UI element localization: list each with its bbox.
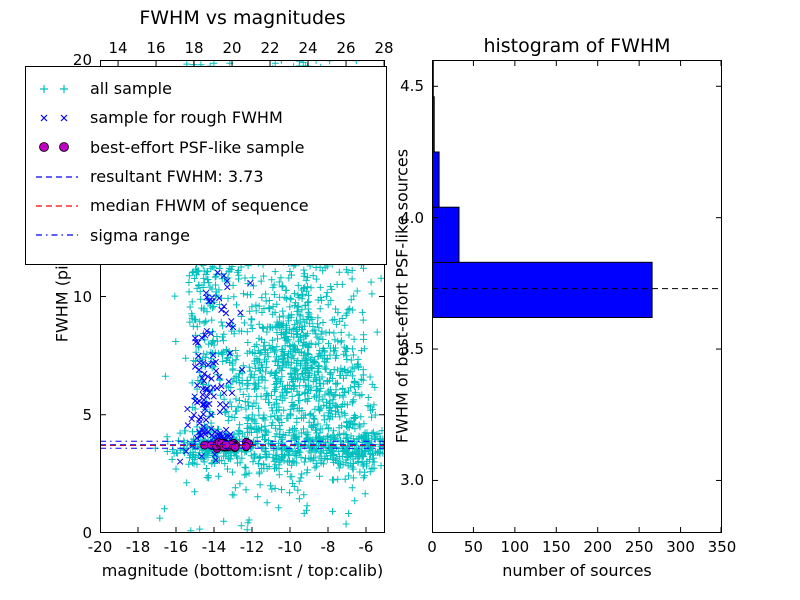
right-x-tick-label: 300: [666, 538, 695, 556]
right-x-tick-label: 200: [583, 538, 613, 556]
right-x-tick-label: 0: [427, 538, 437, 556]
right-y-tick-label: 4.5: [400, 77, 424, 96]
left-top-tick-label: 16: [146, 39, 166, 57]
histogram-bar: [432, 261, 653, 319]
right-y-tick-label: 3.0: [400, 471, 424, 490]
legend-label: resultant FWHM: 3.73: [90, 167, 264, 187]
left-top-tick-label: 28: [374, 39, 394, 57]
right-y-tick-label: 4.0: [400, 208, 424, 227]
right-y-axis-label: FWHM of best-effort PSF-like sources: [392, 148, 412, 444]
right-x-tick-label: 50: [463, 538, 483, 556]
left-top-tick-label: 22: [260, 39, 280, 57]
left-x-tick-label: -12: [239, 538, 265, 556]
legend-item: sample for rough FWHM: [34, 103, 380, 132]
right-x-tick-label: 250: [624, 538, 654, 556]
left-y-tick-label: 20: [72, 51, 92, 69]
legend-label: all sample: [90, 79, 172, 99]
legend-label: sigma range: [90, 225, 190, 245]
legend-item: best-effort PSF-like sample: [34, 133, 380, 162]
left-top-tick-label: 14: [108, 39, 128, 57]
left-x-tick-label: -10: [277, 538, 303, 556]
legend-label: median FHWM of sequence: [90, 196, 309, 216]
right-x-axis-label: number of sources: [502, 561, 652, 580]
dashed-legend-marker: [36, 175, 78, 178]
left-top-tick-label: 18: [184, 39, 204, 57]
right-x-tick-label: 350: [707, 538, 737, 556]
histogram-plot-canvas: [432, 60, 722, 533]
legend-item: resultant FWHM: 3.73: [34, 162, 380, 191]
left-y-tick-label: 5: [82, 405, 92, 424]
legend-label: sample for rough FWHM: [90, 108, 283, 128]
left-top-tick-label: 24: [298, 39, 318, 57]
legend: all sample sample for rough FWHM best-effo…: [25, 66, 387, 265]
x-legend-marker: [40, 114, 68, 122]
left-x-tick-label: -16: [163, 538, 189, 556]
left-y-tick-label: 0: [82, 524, 92, 542]
right-x-tick-label: 150: [541, 538, 571, 556]
right-plot-frame: [432, 60, 722, 533]
legend-item: sigma range: [34, 220, 380, 249]
legend-item: median FHWM of sequence: [34, 191, 380, 220]
left-x-tick-label: -20: [87, 538, 113, 556]
left-plot-frame: [100, 60, 385, 533]
plus-legend-marker: [40, 84, 68, 93]
dashed-legend-marker: [36, 205, 78, 207]
left-y-tick-label: 10: [72, 287, 92, 306]
histogram-bar: [432, 206, 460, 263]
left-x-tick-label: -14: [201, 538, 227, 556]
histogram-bar: [432, 151, 440, 208]
left-x-tick-label: -6: [358, 538, 374, 556]
scatter-plot-canvas: [100, 60, 385, 533]
right-x-tick-label: 100: [500, 538, 530, 556]
dashdot-legend-marker: [36, 234, 78, 236]
left-top-tick-label: 26: [336, 39, 356, 57]
legend-label: best-effort PSF-like sample: [90, 137, 305, 157]
right-plot-title: histogram of FWHM: [483, 35, 671, 57]
left-plot-title: FWHM vs magnitudes: [139, 7, 346, 29]
right-y-tick-label: 3.5: [400, 340, 424, 359]
circle-legend-marker: [39, 142, 69, 153]
left-x-tick-label: -18: [125, 538, 151, 556]
left-top-tick-label: 20: [222, 39, 242, 57]
legend-item: all sample: [34, 74, 380, 103]
left-x-tick-label: -8: [320, 538, 336, 556]
left-x-axis-label: magnitude (bottom:isnt / top:calib): [101, 561, 384, 580]
